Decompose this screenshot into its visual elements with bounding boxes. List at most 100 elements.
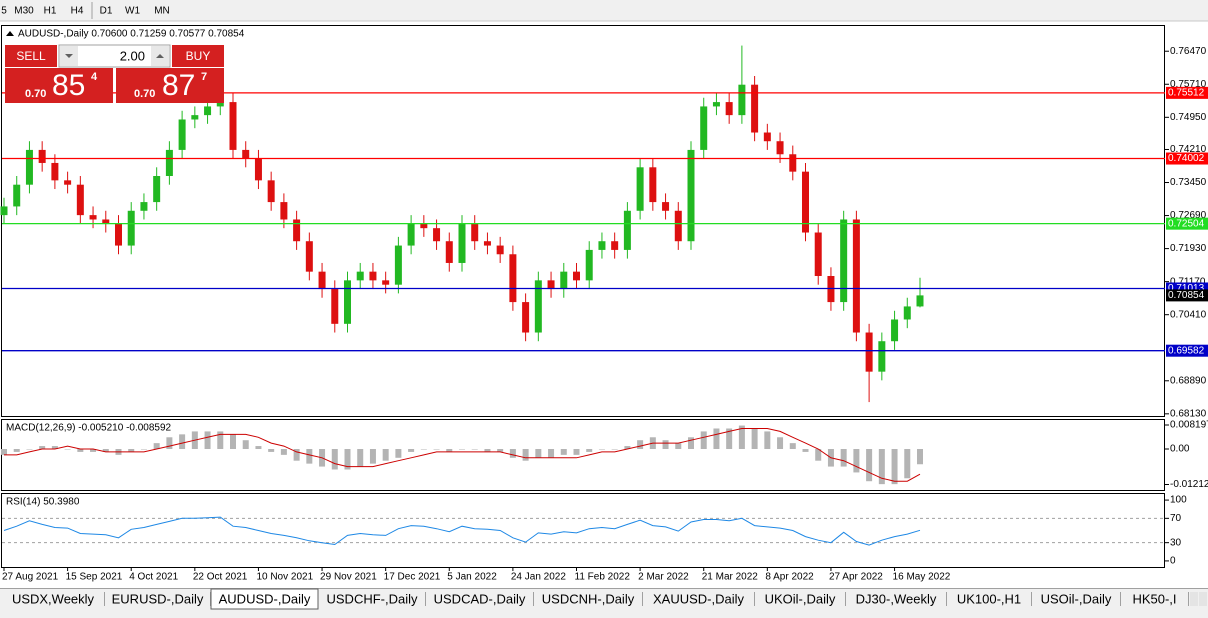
tab[interactable]	[319, 589, 425, 609]
macd-bar	[39, 446, 46, 449]
timeframe-button[interactable]	[12, 2, 36, 19]
candle-body	[738, 84, 746, 116]
x-tick-label: 22 Oct 2021	[193, 572, 248, 583]
y-tick-label: 0.73450	[1170, 177, 1207, 188]
tab[interactable]	[846, 589, 946, 609]
macd-bar	[420, 448, 427, 450]
macd-bar	[878, 448, 885, 485]
candle-body	[76, 184, 84, 216]
last-price-box	[1166, 289, 1208, 302]
candle-body	[789, 154, 797, 172]
candle-body	[585, 249, 593, 281]
candle-body	[407, 223, 415, 246]
candle-body	[916, 295, 924, 307]
y-tick-label: 0.74950	[1170, 112, 1207, 123]
rsi-line	[3, 516, 921, 546]
macd-bar	[764, 431, 771, 449]
macd-bar	[26, 448, 33, 450]
candle-body	[13, 184, 21, 207]
bid-box[interactable]	[5, 68, 113, 103]
tab-scroll-right[interactable]	[1199, 592, 1207, 606]
tab[interactable]	[426, 589, 533, 609]
macd-bar	[64, 448, 71, 450]
buy-button[interactable]	[172, 45, 224, 67]
y-tick-label: 0.71170	[1170, 276, 1206, 287]
macd-bar	[738, 425, 745, 449]
tab[interactable]	[643, 589, 754, 609]
macd-bar	[395, 448, 402, 458]
tab-scroll-left[interactable]	[1190, 592, 1198, 606]
macd-bar	[789, 443, 796, 449]
chart-title: AUDUSD-,Daily 0.70600 0.71259 0.70577 0.…	[18, 29, 245, 40]
tab[interactable]	[534, 589, 642, 609]
tab-label: USOil-,Daily	[1041, 591, 1112, 606]
active-tab[interactable]	[210, 588, 319, 610]
candle-body	[891, 319, 899, 342]
candle-body	[0, 206, 8, 216]
bid-small: 4	[91, 71, 98, 83]
macd-bar	[280, 448, 287, 455]
x-tick-label: 24 Jan 2022	[511, 572, 566, 583]
tab[interactable]	[105, 589, 210, 609]
y-tick-label: 0.72690	[1170, 210, 1207, 221]
candle-body	[700, 106, 708, 150]
candle-body	[356, 271, 364, 281]
timeframe-label: MN	[154, 6, 170, 17]
macd-bar	[688, 437, 694, 449]
x-tick-label: 29 Nov 2021	[320, 572, 377, 583]
x-tick-label: 15 Sep 2021	[66, 572, 123, 583]
timeframe-button[interactable]	[96, 2, 116, 19]
timeframe-label: M30	[14, 6, 34, 17]
ask-small: 7	[201, 71, 207, 83]
candle-body	[178, 119, 186, 150]
candle-body	[153, 176, 161, 203]
x-tick-label: 16 May 2022	[893, 572, 951, 583]
macd-bar	[802, 448, 809, 452]
macd-bar	[382, 448, 389, 461]
candle-body	[534, 280, 542, 333]
timeframe-button[interactable]	[0, 2, 8, 19]
macd-bar	[179, 434, 186, 449]
sell-button[interactable]	[5, 45, 57, 67]
macd-bar	[484, 448, 491, 452]
ask-box[interactable]	[116, 68, 224, 103]
tab[interactable]	[755, 589, 845, 609]
candle-body	[636, 167, 644, 211]
tab[interactable]	[1032, 589, 1120, 609]
macd-bar	[140, 448, 147, 450]
macd-bar	[331, 448, 338, 470]
tab-label: EURUSD-,Daily	[112, 591, 204, 606]
tab[interactable]	[2, 589, 104, 609]
macd-bar	[369, 448, 376, 464]
y-tick-label: 0	[1170, 556, 1176, 567]
tab[interactable]	[1121, 589, 1188, 609]
macd-bar	[446, 448, 453, 452]
tab-label: HK50-,I	[1132, 591, 1176, 606]
candle-body	[216, 102, 224, 107]
candle-body	[522, 302, 530, 333]
tab-label: USDX,Weekly	[12, 591, 95, 606]
candle-body	[254, 158, 262, 181]
candle-body	[662, 202, 670, 211]
timeframe-button[interactable]	[66, 2, 88, 19]
tab-label: USDCHF-,Daily	[327, 591, 419, 606]
tab[interactable]	[947, 589, 1031, 609]
y-tick-label: 0.00	[1170, 444, 1190, 455]
x-tick-label: 5 Jan 2022	[447, 572, 497, 583]
timeframe-button[interactable]	[40, 2, 60, 19]
volume-value: 2.00	[120, 48, 145, 63]
timeframe-label: 5	[1, 6, 7, 17]
candle-body	[865, 332, 873, 372]
ask-prefix: 0.70	[134, 88, 155, 100]
timeframe-label: H4	[71, 6, 84, 17]
candle-body	[560, 271, 568, 290]
macd-bar	[408, 448, 415, 452]
timeframe-button[interactable]	[121, 2, 144, 19]
volume-field[interactable]	[58, 44, 171, 68]
macd-bar	[357, 448, 364, 467]
timeframe-button[interactable]	[150, 2, 174, 19]
candle-body	[445, 241, 453, 263]
macd-bar	[13, 448, 20, 452]
